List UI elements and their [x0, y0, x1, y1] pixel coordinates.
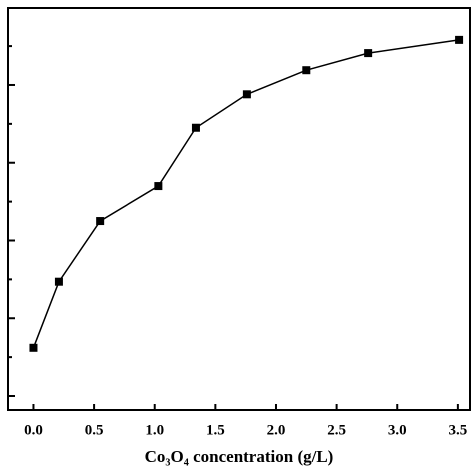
data-point — [96, 217, 105, 226]
data-point — [242, 90, 251, 99]
data-point — [302, 66, 311, 75]
x-tick-label: 1.0 — [145, 422, 164, 438]
data-line — [32, 39, 460, 349]
data-point — [154, 182, 163, 191]
x-tick-label: 3.0 — [388, 422, 407, 438]
data-point — [455, 35, 464, 44]
plot-frame — [7, 7, 471, 411]
data-point — [29, 343, 38, 352]
x-tick-label: 1.5 — [206, 422, 225, 438]
x-tick-label: 2.0 — [267, 422, 286, 438]
x-tick-label: 2.5 — [327, 422, 346, 438]
data-point — [54, 277, 63, 286]
data-point — [364, 49, 373, 58]
x-axis-label: Co₃O₄ concentration (g/L) — [145, 447, 334, 466]
x-tick-label: 3.5 — [448, 422, 467, 438]
x-tick-label: 0.5 — [85, 422, 104, 438]
data-point — [191, 123, 200, 132]
x-tick-label: 0.0 — [24, 422, 43, 438]
